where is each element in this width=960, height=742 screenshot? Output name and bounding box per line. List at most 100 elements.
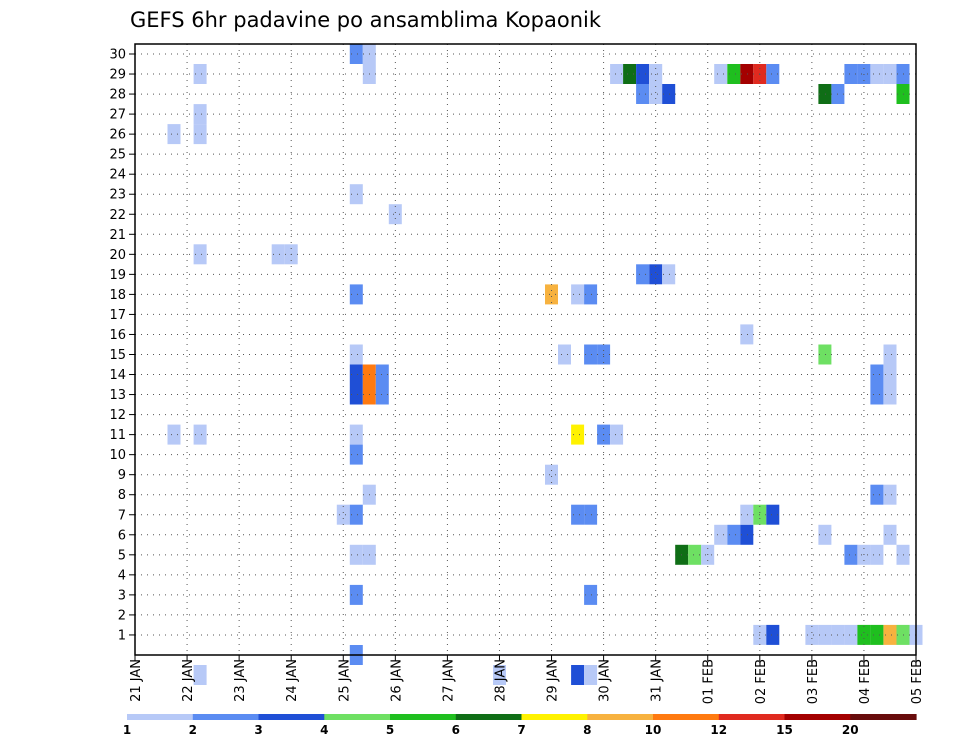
x-tick-label: 29 JAN xyxy=(546,659,561,702)
heatmap-cell xyxy=(349,544,363,565)
colorbar-swatch xyxy=(127,714,194,720)
heatmap-cell xyxy=(349,444,363,465)
colorbar-label: 7 xyxy=(517,723,525,737)
heatmap-cell xyxy=(636,84,650,104)
colorbar-swatch xyxy=(718,714,786,720)
heatmap-cell xyxy=(571,424,585,445)
y-tick-label: 24 xyxy=(109,168,126,183)
heatmap-cell xyxy=(662,264,676,285)
y-axis: 1234567891011121314151617181920212223242… xyxy=(109,48,135,643)
heatmap-cell xyxy=(349,344,363,365)
y-tick-label: 11 xyxy=(109,428,126,443)
heatmap-cell xyxy=(584,665,598,685)
colorbar-swatch xyxy=(192,714,260,720)
heatmap-cell xyxy=(883,64,897,84)
heatmap-cell xyxy=(349,384,363,405)
heatmap-cell xyxy=(818,524,832,545)
heatmap-cell xyxy=(883,624,897,645)
x-tick-label: 23 JAN xyxy=(233,659,248,702)
heatmap-cell xyxy=(375,384,389,405)
heatmap-cell xyxy=(766,624,780,645)
colorbar-label: 1 xyxy=(123,723,131,737)
heatmap-cell xyxy=(870,544,884,565)
heatmap-cell xyxy=(636,64,650,84)
y-tick-label: 13 xyxy=(109,388,126,403)
y-tick-label: 19 xyxy=(109,268,126,283)
y-tick-label: 7 xyxy=(118,508,126,523)
heatmap-cell xyxy=(349,364,363,385)
y-tick-label: 3 xyxy=(118,588,126,603)
heatmap-cell xyxy=(844,624,858,645)
chart-title: GEFS 6hr padavine po ansamblima Kopaonik xyxy=(130,8,602,32)
grid-lines xyxy=(134,44,917,655)
x-tick-label: 25 JAN xyxy=(337,659,352,702)
colorbar-label: 2 xyxy=(189,723,197,737)
y-tick-label: 20 xyxy=(109,248,126,263)
y-tick-label: 1 xyxy=(118,628,126,643)
y-tick-label: 9 xyxy=(118,468,126,483)
heatmap-cell xyxy=(883,484,897,505)
y-tick-label: 4 xyxy=(118,568,126,583)
heatmap-cell xyxy=(740,524,754,545)
heatmap-cell xyxy=(740,504,754,525)
colorbar-swatch xyxy=(653,714,720,720)
heatmap-cell xyxy=(167,424,181,445)
heatmap-cell xyxy=(558,344,571,365)
colorbar-swatch xyxy=(521,714,588,720)
heatmap-cell xyxy=(545,284,558,305)
heatmap-cell xyxy=(623,64,637,84)
heatmap-cell xyxy=(649,84,663,104)
y-tick-label: 17 xyxy=(109,308,126,323)
heatmap-cell xyxy=(584,504,598,525)
y-tick-label: 23 xyxy=(109,188,126,203)
heatmap-cell xyxy=(727,64,741,84)
x-tick-label: 24 JAN xyxy=(285,659,300,702)
heatmap-cell xyxy=(584,284,598,305)
y-tick-label: 29 xyxy=(109,68,126,83)
heatmap-cell xyxy=(714,524,728,545)
heatmap-cell xyxy=(193,104,207,125)
colorbar-swatch xyxy=(258,714,325,720)
heatmap-cell xyxy=(818,84,832,104)
heatmap-cell xyxy=(844,64,858,84)
heatmap-cell xyxy=(571,665,585,685)
y-tick-label: 21 xyxy=(109,228,126,243)
heatmap-cell xyxy=(688,544,702,565)
colorbar-swatch xyxy=(850,714,917,720)
heatmap-cell xyxy=(388,204,402,225)
x-tick-label: 02 FEB xyxy=(754,659,769,704)
x-tick-label: 27 JAN xyxy=(441,659,456,702)
heatmap-cell xyxy=(349,44,363,64)
y-tick-label: 10 xyxy=(109,448,126,463)
y-tick-label: 15 xyxy=(109,348,126,363)
heatmap-cell xyxy=(727,524,741,545)
colorbar-label: 4 xyxy=(320,723,328,737)
heatmap-cell xyxy=(883,364,897,385)
colorbar-swatch xyxy=(324,714,391,720)
heatmap-cell xyxy=(805,624,819,645)
y-tick-label: 16 xyxy=(109,328,126,343)
heatmap-cell xyxy=(545,464,558,485)
heatmap-cell xyxy=(766,64,780,84)
heatmap-cell xyxy=(870,484,884,505)
heatmap-cell xyxy=(844,544,858,565)
y-tick-label: 28 xyxy=(109,88,126,103)
colorbar-swatch xyxy=(587,714,654,720)
x-tick-label: 26 JAN xyxy=(389,659,404,702)
x-tick-label: 31 JAN xyxy=(650,659,665,702)
heatmap-cell xyxy=(584,584,598,605)
colorbar-label: 12 xyxy=(710,723,727,737)
y-tick-label: 2 xyxy=(118,608,126,623)
colorbar-swatch xyxy=(455,714,523,720)
colorbar-swatch xyxy=(784,714,851,720)
heatmap-cell xyxy=(571,284,585,305)
colorbar-label: 10 xyxy=(645,723,662,737)
heatmap-cell xyxy=(193,244,207,265)
x-tick-label: 03 FEB xyxy=(806,659,821,704)
heatmap-cell xyxy=(870,364,884,385)
heatmap-cell xyxy=(662,84,676,104)
heatmap-cell xyxy=(740,64,754,84)
heatmap-cell xyxy=(493,665,506,685)
heatmap-cell xyxy=(883,384,897,405)
